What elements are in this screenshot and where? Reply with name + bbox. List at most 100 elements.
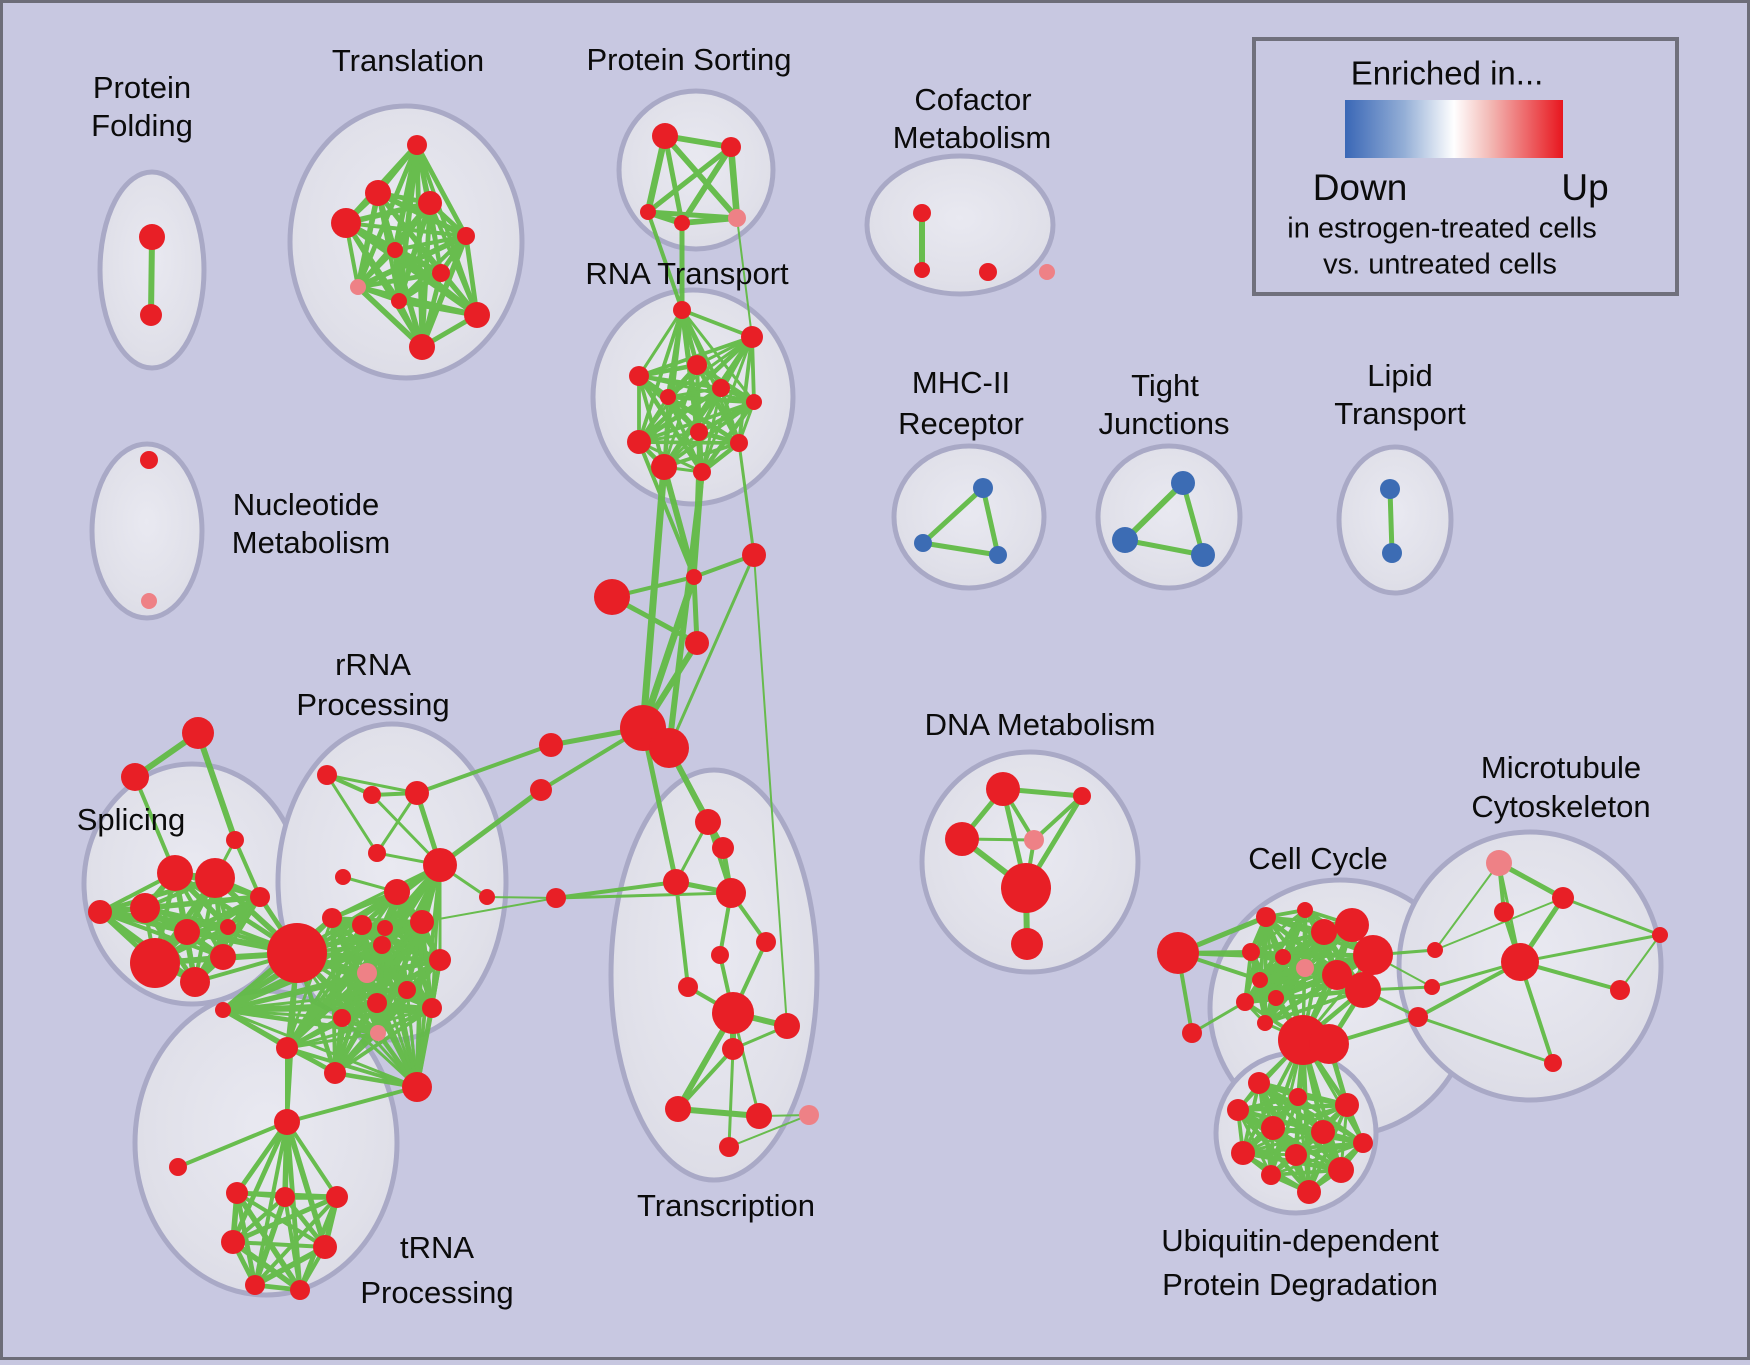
gene-set-node-ps3 [640,204,656,220]
edge [1300,1037,1312,1195]
gene-set-node-sp3 [130,893,160,923]
edge [640,725,679,885]
gene-set-node-cc14 [1257,1015,1273,1031]
gene-set-node-cc2 [1297,902,1313,918]
gene-set-node-t6 [387,242,403,258]
edge [1032,794,1084,842]
gene-set-node-mt6 [1652,927,1668,943]
edge [674,880,690,989]
cluster-label-protein-sorting: Protein Sorting [586,42,791,77]
gene-set-node-tx5 [546,888,566,908]
edge [148,234,155,318]
gene-set-node-t11 [409,334,435,360]
edge [285,1046,419,1089]
edge [195,730,238,843]
edge [230,1239,303,1293]
gene-set-node-gd2 [1309,1024,1349,1064]
cluster-label-splicing: Splicing [77,802,186,837]
gene-set-node-sp2 [195,858,235,898]
gene-set-node-cc1 [1256,907,1276,927]
edge [1387,486,1395,556]
gene-set-node-tx1 [695,809,721,835]
cluster-label-protein-folding: Protein [93,70,191,105]
edge [252,1194,288,1288]
edge [421,897,557,923]
gene-set-node-cc5 [1353,935,1393,975]
edge [375,791,419,855]
gene-set-node-tx10 [774,1013,800,1039]
cluster-ellipse-mhc-ii-receptor [891,443,1047,591]
gene-set-node-ub5 [1261,1116,1285,1140]
gene-set-node-rt10 [730,434,748,452]
edge [679,215,740,226]
cluster-label-mhc-ii-receptor: Receptor [898,406,1024,441]
gene-set-node-r6 [384,879,410,905]
gene-set-node-ps4 [674,215,690,231]
gene-set-node-r4 [368,844,386,862]
gene-set-node-sp7 [250,887,270,907]
edge [1518,933,1662,964]
edge [415,863,442,1089]
gene-set-node-m6 [333,1009,351,1027]
gene-set-node-cc8 [1296,959,1314,977]
gene-set-node-tx4 [716,878,746,908]
gene-set-node-mid2 [742,543,766,567]
gene-set-node-tn6 [245,1275,265,1295]
gene-set-node-rt8 [627,430,651,454]
gene-set-node-mt5 [1610,980,1630,1000]
edge [355,284,425,350]
edge [392,247,480,318]
gene-set-node-s3 [226,831,244,849]
gene-set-node-ub11 [1328,1157,1354,1183]
edge [1269,1141,1365,1177]
edge [325,773,419,795]
cluster-label-microtubule-cytoskeleton: Cytoskeleton [1471,789,1650,824]
edge [1122,537,1206,558]
gene-set-node-pk1 [357,963,377,983]
gene-set-node-d2 [1073,787,1091,805]
edge [1249,908,1307,954]
edge [414,919,425,1090]
edge [1180,480,1206,558]
gene-set-node-r11 [410,910,434,934]
gene-set-node-lp1 [1380,479,1400,499]
edge [699,399,757,475]
edge [1434,862,1500,951]
edge [980,485,1001,558]
gene-set-node-m9 [402,1072,432,1102]
gene-set-node-t8 [350,279,366,295]
gene-set-node-t2 [365,180,391,206]
cluster-label-ubiquitin-degradation: Ubiquitin-dependent [1161,1223,1439,1258]
gene-set-node-t10 [464,302,490,328]
edge [230,1194,340,1245]
gene-set-node-mtp [1486,850,1512,876]
legend-title: Enriched in... [1351,55,1544,92]
gene-set-node-rt7 [746,394,762,410]
edge [679,144,734,226]
gene-set-node-nm2 [141,593,157,609]
gene-set-node-r7 [423,848,457,882]
edge [1434,897,1564,951]
gene-set-node-cf2 [914,262,930,278]
gene-set-node-ub3 [1335,1093,1359,1117]
gene-set-node-ub10 [1261,1165,1281,1185]
gene-set-node-r3 [405,781,429,805]
edge [234,1190,258,1288]
edge [662,133,740,221]
edge [736,217,753,338]
cluster-ellipse-tight-junctions [1095,443,1243,591]
legend-gradient-bar [1345,100,1563,158]
gene-set-node-cf4 [1039,264,1055,280]
cluster-label-cell-cycle: Cell Cycle [1248,841,1388,876]
gene-set-node-sp10 [210,944,236,970]
gene-set-node-sp11 [215,1002,231,1018]
edge [727,143,741,222]
edge [920,485,986,546]
gene-set-node-tx9 [712,992,754,1034]
cluster-label-nucleotide-metabolism: Metabolism [232,525,391,560]
edge [364,862,443,976]
gene-set-node-sp1 [157,855,193,891]
cluster-label-protein-folding: Folding [91,108,193,143]
gene-set-node-d1 [986,772,1020,806]
gene-set-node-ub12 [1297,1180,1321,1204]
